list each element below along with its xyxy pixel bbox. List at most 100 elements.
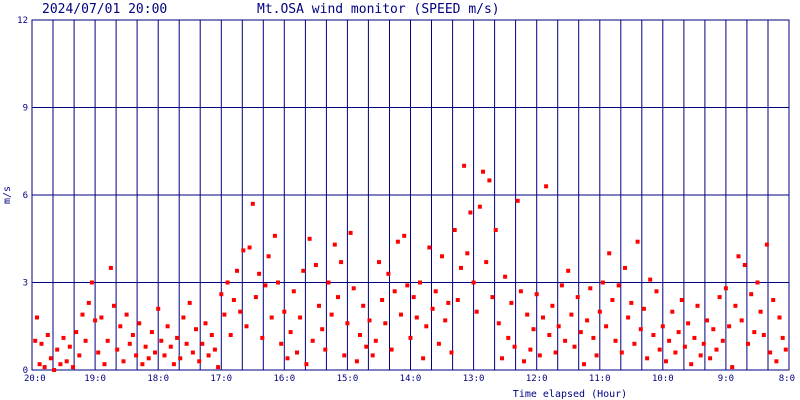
- data-point: [244, 324, 249, 329]
- data-point: [276, 280, 280, 285]
- data-point: [493, 228, 498, 232]
- data-point: [395, 239, 400, 244]
- data-point: [67, 344, 72, 349]
- data-point: [418, 280, 422, 285]
- data-point: [156, 306, 161, 311]
- data-point: [708, 356, 713, 361]
- data-point: [74, 330, 79, 335]
- data-point: [108, 265, 113, 270]
- data-point: [238, 309, 243, 314]
- data-point: [553, 350, 558, 355]
- data-point: [578, 330, 583, 335]
- x-tick-label: 18:0: [147, 374, 169, 384]
- data-point: [651, 333, 656, 337]
- data-point: [380, 298, 385, 302]
- data-point: [222, 312, 227, 317]
- data-point: [436, 341, 441, 346]
- data-point: [733, 303, 738, 308]
- data-point: [115, 347, 120, 352]
- data-point: [455, 298, 460, 302]
- data-point: [263, 283, 268, 288]
- data-point: [443, 318, 448, 323]
- data-point: [559, 283, 564, 288]
- data-point: [58, 362, 63, 367]
- data-point: [168, 344, 173, 349]
- data-point: [197, 359, 202, 364]
- data-point: [474, 309, 479, 314]
- data-point: [231, 298, 236, 302]
- data-point: [162, 353, 167, 358]
- data-point: [739, 318, 744, 323]
- data-point: [591, 335, 596, 340]
- data-point: [742, 263, 747, 267]
- data-point: [370, 353, 375, 358]
- data-point: [764, 242, 769, 247]
- y-tick-label: 9: [23, 104, 28, 114]
- data-point: [219, 292, 224, 297]
- data-point: [512, 344, 517, 349]
- data-point: [695, 303, 700, 308]
- x-tick-labels: 20:0 19:0 18:0 17:0 16:0 15:0 14:0 13:0 12:0 11:0…: [24, 374, 795, 384]
- data-point: [692, 335, 697, 340]
- data-point: [124, 312, 129, 317]
- data-point: [279, 341, 284, 346]
- data-point: [676, 330, 681, 335]
- data-point: [484, 260, 489, 265]
- data-point: [686, 321, 691, 326]
- data-point: [641, 306, 646, 311]
- data-point: [720, 338, 725, 343]
- plot-frame: [31, 19, 790, 371]
- data-point: [629, 300, 634, 305]
- data-point: [547, 333, 552, 337]
- data-point: [698, 353, 703, 358]
- data-point: [153, 350, 157, 355]
- data-point: [339, 260, 344, 265]
- data-point: [468, 210, 473, 215]
- data-point: [304, 362, 309, 367]
- data-point: [758, 309, 763, 314]
- data-point: [285, 356, 290, 361]
- data-point: [736, 254, 741, 259]
- data-point: [301, 268, 306, 273]
- x-tick-label: 20:0: [24, 374, 46, 384]
- data-point: [771, 298, 776, 302]
- data-point: [730, 365, 735, 370]
- data-point: [780, 335, 785, 340]
- data-point: [556, 324, 561, 329]
- data-point: [515, 198, 520, 203]
- data-point: [364, 344, 369, 349]
- data-point: [329, 312, 334, 317]
- data-point: [317, 303, 321, 308]
- data-point: [477, 204, 482, 209]
- data-point: [257, 271, 262, 276]
- data-point: [345, 321, 350, 326]
- data-point: [452, 228, 457, 232]
- data-point: [105, 338, 110, 343]
- data-point: [604, 324, 609, 329]
- data-point: [392, 289, 397, 294]
- y-tick-label: 12: [17, 16, 28, 26]
- data-point: [717, 295, 722, 300]
- x-tick-label: 11:0: [589, 374, 611, 384]
- data-point: [402, 233, 407, 238]
- data-point: [336, 295, 340, 300]
- data-point: [610, 298, 615, 302]
- x-tick-label: 16:0: [273, 374, 295, 384]
- data-point: [295, 350, 299, 355]
- data-point: [594, 353, 599, 358]
- data-point: [607, 251, 612, 256]
- data-point: [534, 292, 539, 297]
- x-tick-label: 19:0: [84, 374, 106, 384]
- data-point: [752, 330, 757, 335]
- data-point: [272, 233, 277, 238]
- data-point: [358, 333, 362, 337]
- y-tick-label: 0: [23, 366, 28, 376]
- data-point: [175, 335, 180, 340]
- data-point: [541, 315, 545, 320]
- data-point: [585, 318, 590, 323]
- data-point: [45, 333, 50, 337]
- data-point: [348, 230, 353, 235]
- data-point: [39, 341, 44, 346]
- data-point: [440, 254, 444, 259]
